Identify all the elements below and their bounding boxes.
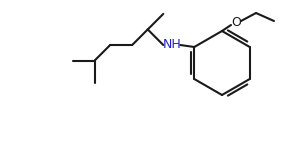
Text: O: O — [231, 17, 241, 29]
Text: NH: NH — [163, 39, 182, 51]
